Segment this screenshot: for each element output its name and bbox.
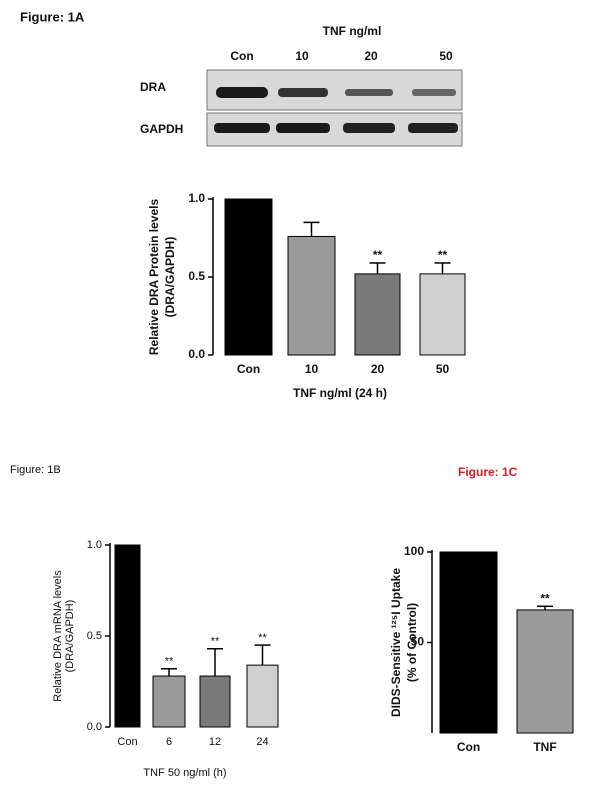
panel-label: Figure: 1A (20, 9, 85, 24)
lane-label: 20 (364, 49, 378, 63)
x-axis-label: TNF ng/ml (24 h) (293, 386, 387, 400)
y-axis-label: Relative DRA Protein levels (147, 199, 161, 356)
significance: ** (373, 248, 383, 262)
bar (246, 664, 279, 728)
significance: ** (540, 591, 550, 605)
y-axis-label: (% of Control) (405, 603, 419, 682)
x-tick-label: Con (457, 740, 480, 754)
x-tick-label: 24 (256, 736, 268, 748)
y-tick-label: 0.5 (188, 269, 205, 283)
x-tick-label: TNF (533, 740, 556, 754)
x-tick-label: 10 (305, 362, 319, 376)
bar (114, 544, 141, 728)
y-axis-label: (DRA/GAPDH) (163, 237, 177, 318)
blot-title: TNF ng/ml (323, 24, 382, 38)
bar (354, 273, 401, 356)
significance: ** (211, 636, 220, 648)
y-tick-label: 0.0 (188, 347, 205, 361)
x-tick-label: 50 (436, 362, 450, 376)
bar (439, 551, 498, 734)
bar (287, 235, 336, 356)
x-tick-label: 6 (166, 736, 172, 748)
x-tick-label: Con (117, 736, 137, 748)
y-tick-label: 1.0 (87, 539, 102, 551)
blot-row-label: DRA (140, 80, 166, 94)
y-tick-label: 1.0 (188, 191, 205, 205)
y-tick-label: 50 (411, 635, 425, 649)
y-tick-label: 100 (404, 544, 424, 558)
significance: ** (258, 632, 267, 644)
blot-row-label: GAPDH (140, 122, 183, 136)
x-tick-label: 20 (371, 362, 385, 376)
bar (152, 675, 186, 728)
lane-label: 10 (295, 49, 309, 63)
bar (516, 609, 574, 734)
significance: ** (165, 656, 174, 668)
panel-label: Figure: 1C (458, 465, 518, 479)
y-axis-label: DIDS-Sensitive ¹²⁵I Uptake (389, 568, 403, 717)
bar (419, 273, 466, 356)
x-axis-label: TNF 50 ng/ml (h) (143, 767, 226, 779)
y-tick-label: 0.0 (87, 721, 102, 733)
lane-label: 50 (439, 49, 453, 63)
bar (199, 675, 231, 728)
y-axis-label: Relative DRA mRNA levels (52, 570, 64, 702)
y-tick-label: 0.5 (87, 630, 102, 642)
lane-label: Con (230, 49, 253, 63)
panel-label: Figure: 1B (10, 464, 61, 476)
y-axis-label: (DRA/GAPDH) (64, 600, 76, 673)
significance: ** (438, 248, 448, 262)
x-tick-label: 12 (209, 736, 221, 748)
x-tick-label: Con (237, 362, 260, 376)
blot-image (206, 69, 463, 147)
bar (224, 198, 273, 356)
